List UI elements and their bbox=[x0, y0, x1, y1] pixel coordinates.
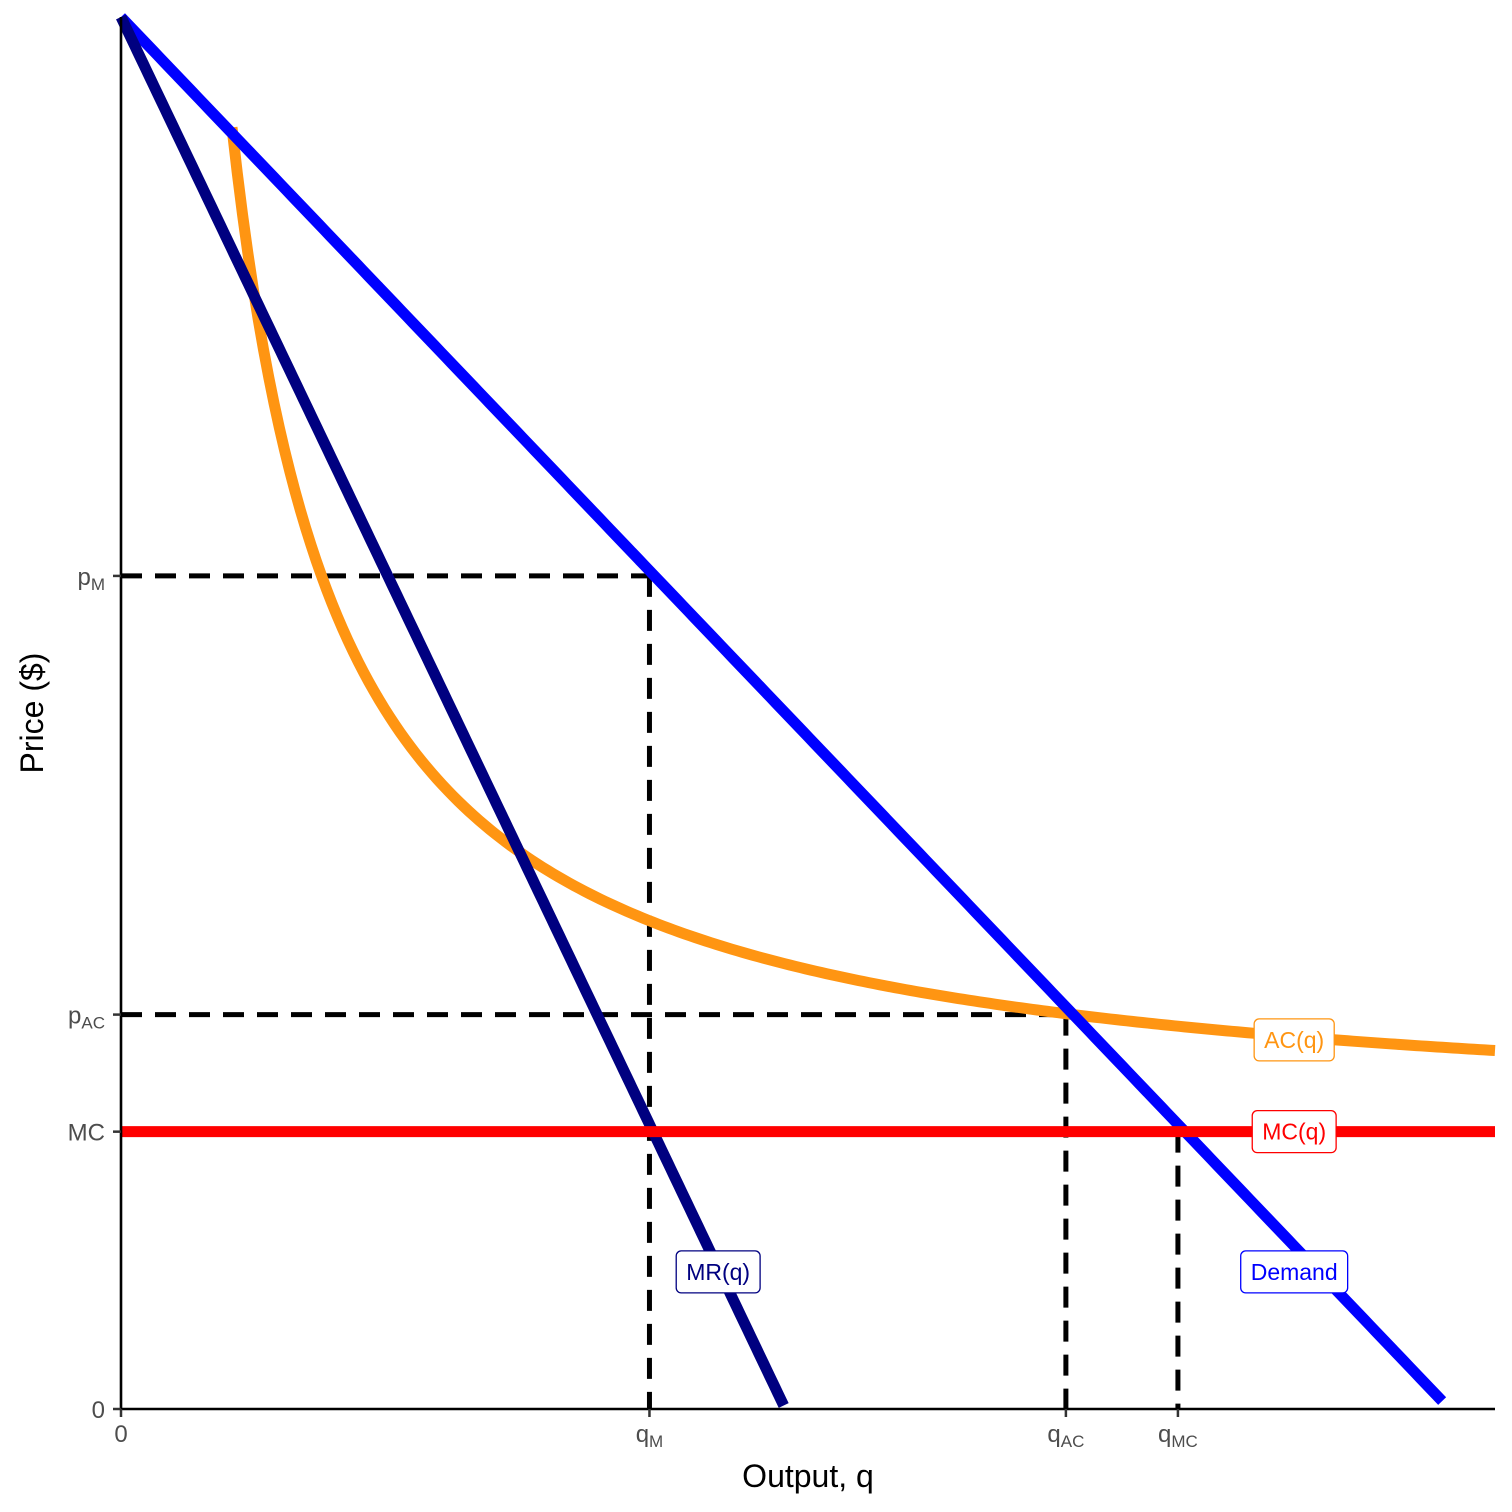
y-tick-label-0: 0 bbox=[92, 1397, 105, 1424]
y-axis-title: Price ($) bbox=[14, 653, 50, 774]
svg-text:AC(q): AC(q) bbox=[1264, 1027, 1324, 1053]
y-tick-label-pac: pAC bbox=[68, 1003, 105, 1033]
ac-q-curve bbox=[226, 126, 1496, 1057]
curve-labels: Demand MR(q) MC(q) AC(q) bbox=[675, 1018, 1349, 1294]
y-tick-label-mc: MC bbox=[68, 1120, 105, 1147]
mc-q-label: MC(q) bbox=[1251, 1110, 1337, 1154]
x-tick-label-qac: qAC bbox=[1047, 1421, 1084, 1451]
mr-q-curve bbox=[116, 14, 789, 1408]
mr-q-label: MR(q) bbox=[675, 1250, 761, 1294]
x-tick-label-qmc: qMC bbox=[1158, 1421, 1198, 1451]
demand-curve bbox=[117, 13, 1447, 1405]
y-tick-label-pm: pM bbox=[77, 564, 105, 594]
ac-q-label: AC(q) bbox=[1253, 1018, 1335, 1062]
svg-text:MR(q): MR(q) bbox=[686, 1259, 750, 1285]
svg-text:Demand: Demand bbox=[1251, 1259, 1338, 1285]
axes bbox=[119, 17, 1495, 1411]
demand-label: Demand bbox=[1240, 1250, 1349, 1294]
x-axis-title: Output, q bbox=[742, 1458, 874, 1494]
x-tick-label-0: 0 bbox=[114, 1421, 127, 1448]
curves bbox=[116, 13, 1496, 1408]
x-tick-label-qm: qM bbox=[636, 1421, 664, 1451]
svg-text:MC(q): MC(q) bbox=[1262, 1119, 1326, 1145]
reference-lines bbox=[121, 573, 1181, 1409]
